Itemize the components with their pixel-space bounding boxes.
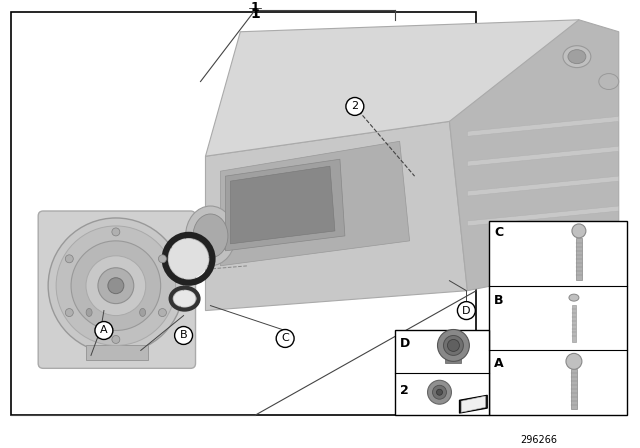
Circle shape: [56, 226, 175, 345]
Bar: [445, 345, 461, 363]
Ellipse shape: [563, 46, 591, 68]
Circle shape: [159, 309, 166, 317]
Circle shape: [98, 268, 134, 304]
Circle shape: [346, 98, 364, 116]
Text: B: B: [494, 294, 504, 307]
Circle shape: [108, 278, 124, 293]
Circle shape: [71, 241, 161, 331]
Ellipse shape: [193, 214, 228, 258]
Polygon shape: [205, 20, 579, 156]
Circle shape: [428, 380, 451, 404]
Ellipse shape: [569, 294, 579, 301]
Ellipse shape: [173, 291, 196, 306]
Circle shape: [95, 322, 113, 340]
Polygon shape: [467, 206, 619, 226]
Ellipse shape: [86, 309, 92, 316]
Ellipse shape: [140, 309, 146, 316]
Bar: [12, 12, 476, 415]
Bar: [571, 369, 577, 409]
Circle shape: [438, 329, 469, 362]
Circle shape: [65, 309, 73, 317]
Circle shape: [572, 224, 586, 238]
Ellipse shape: [599, 73, 619, 90]
Text: 1: 1: [250, 7, 260, 21]
Circle shape: [444, 336, 463, 355]
Bar: [572, 305, 576, 342]
Circle shape: [447, 340, 460, 351]
Circle shape: [168, 239, 209, 279]
Text: D: D: [399, 337, 410, 350]
Text: C: C: [281, 333, 289, 344]
Text: D: D: [462, 306, 470, 315]
Bar: [576, 238, 582, 280]
Text: A: A: [100, 326, 108, 336]
Polygon shape: [461, 396, 485, 412]
Circle shape: [458, 302, 476, 319]
Text: C: C: [494, 226, 504, 239]
Circle shape: [86, 256, 146, 315]
Text: B: B: [180, 331, 188, 340]
Circle shape: [276, 329, 294, 347]
Text: 296266: 296266: [520, 435, 557, 445]
Text: 1: 1: [251, 1, 260, 14]
Polygon shape: [449, 20, 619, 291]
Polygon shape: [467, 176, 619, 196]
Bar: [395, 331, 490, 415]
Text: 2: 2: [351, 101, 358, 112]
Ellipse shape: [186, 206, 236, 266]
Circle shape: [436, 389, 442, 395]
Circle shape: [112, 336, 120, 344]
Ellipse shape: [568, 50, 586, 64]
Circle shape: [48, 218, 184, 353]
Circle shape: [112, 228, 120, 236]
Polygon shape: [220, 141, 410, 266]
Bar: [490, 221, 627, 415]
Polygon shape: [225, 159, 345, 251]
Bar: [86, 345, 148, 360]
Circle shape: [433, 385, 447, 399]
Polygon shape: [205, 121, 467, 310]
Circle shape: [65, 255, 73, 263]
FancyBboxPatch shape: [38, 211, 196, 368]
Circle shape: [175, 327, 193, 345]
Polygon shape: [467, 116, 619, 136]
Text: 2: 2: [399, 384, 408, 397]
Polygon shape: [467, 146, 619, 166]
Polygon shape: [460, 395, 487, 413]
Circle shape: [566, 353, 582, 369]
Polygon shape: [230, 166, 335, 244]
Circle shape: [159, 255, 166, 263]
Text: A: A: [494, 357, 504, 370]
